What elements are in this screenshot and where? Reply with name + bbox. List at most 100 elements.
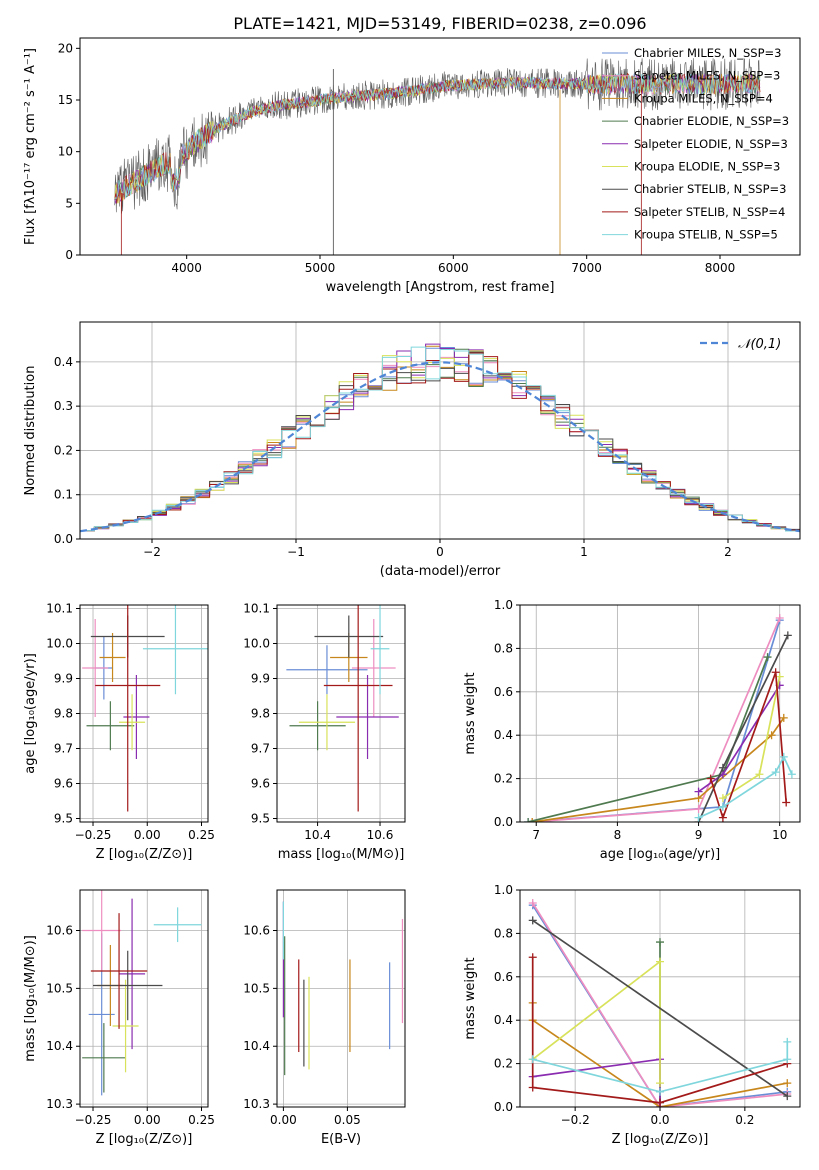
plot-area [114, 57, 761, 255]
y-tick-label: 0.8 [494, 926, 513, 940]
y-tick-label: 9.7 [251, 742, 270, 756]
y-tick-label: 9.7 [54, 742, 73, 756]
x-tick-label: 0.25 [188, 828, 215, 842]
y-tick-label: 20 [58, 41, 73, 55]
y-tick-label: 9.6 [251, 777, 270, 791]
y-tick-label: 0 [65, 248, 73, 262]
data-point [86, 701, 135, 751]
x-tick-label: 0.0 [650, 1113, 669, 1127]
plot-area [286, 605, 399, 812]
x-tick-label: 0 [436, 545, 444, 559]
plot-area [82, 890, 202, 1096]
y-tick-label: 9.8 [251, 707, 270, 721]
data-marker [775, 614, 784, 623]
data-point [323, 605, 393, 812]
data-marker [783, 1092, 792, 1101]
y-tick-label: 0.4 [494, 728, 513, 742]
x-tick-label: 7 [532, 828, 540, 842]
axes-frame [276, 889, 406, 1108]
data-point [142, 605, 208, 695]
y-tick-label: 0.4 [54, 355, 73, 369]
y-axis-label: mass weight [463, 672, 478, 754]
data-marker [718, 813, 727, 822]
plot-area [282, 901, 404, 1076]
y-tick-label: 10.4 [243, 1039, 270, 1053]
series-line [531, 957, 788, 1104]
y-tick-label: 0.6 [494, 685, 513, 699]
panel-spectrum: 4000 5000 6000 7000 8000 0 5 10 15 20 wavelength [… [23, 37, 801, 295]
y-tick-label: 1.0 [494, 883, 513, 897]
data-point [153, 907, 202, 943]
x-tick-label: 9 [695, 828, 703, 842]
panel-age_vs_Z: −0.25 0.00 0.25 9.5 9.6 9.7 9.8 9.9 10.0 10.1 Z [l… [23, 602, 215, 863]
x-tick-label: 1 [580, 545, 588, 559]
panel-massweight_vs_Z: −0.2 0.0 0.2 0.0 0.2 0.4 0.6 0.8 1.0 Z [log₁₀(Z/Z… [463, 883, 801, 1147]
data-point [351, 619, 396, 717]
data-point [289, 701, 346, 751]
data-marker [783, 1079, 792, 1088]
data-point [298, 694, 356, 751]
y-tick-label: 15 [58, 93, 73, 107]
x-tick-label: 10.4 [304, 828, 331, 842]
data-point [99, 633, 126, 682]
data-marker [771, 768, 780, 777]
data-marker [694, 804, 703, 813]
x-tick-label: 5000 [305, 261, 336, 275]
data-point [82, 890, 122, 972]
y-tick-label: 9.5 [251, 812, 270, 826]
x-axis-label: mass [log₁₀(M/M⊙)] [278, 847, 405, 862]
legend-entry: Kroupa STELIB, N_SSP=5 [634, 228, 778, 242]
legend-entry: Kroupa ELODIE, N_SSP=3 [634, 160, 780, 174]
data-marker [706, 774, 715, 783]
histogram-series [80, 346, 800, 532]
plot-area [82, 605, 208, 812]
data-marker [528, 1055, 537, 1064]
data-point [90, 913, 148, 1029]
data-point [336, 675, 399, 759]
data-point [93, 950, 163, 1021]
y-tick-label: 0.6 [494, 970, 513, 984]
series-line [532, 1041, 789, 1093]
axes-frame [79, 889, 209, 1108]
legend-entry: Salpeter ELODIE, N_SSP=3 [634, 137, 788, 151]
x-tick-label: −0.25 [75, 1113, 112, 1127]
plot-area [80, 343, 800, 533]
y-tick-label: 10.1 [243, 602, 270, 616]
data-marker [718, 794, 727, 803]
y-tick-label: 10.6 [46, 924, 73, 938]
data-marker [656, 957, 664, 966]
data-point [112, 979, 139, 1073]
y-axis-label: Normed distribution [23, 366, 38, 496]
x-tick-label: 2 [724, 545, 732, 559]
data-point [286, 645, 368, 695]
data-marker [779, 713, 788, 722]
y-tick-label: 10.5 [46, 981, 73, 995]
y-tick-label: 10.6 [243, 924, 270, 938]
x-tick-label: −1 [287, 545, 305, 559]
y-axis-label: mass [log₁₀(M/M⊙)] [23, 935, 38, 1062]
data-marker [656, 1098, 664, 1107]
series-line [532, 717, 785, 822]
data-point [119, 898, 146, 1050]
series-line [527, 656, 769, 822]
series-line [531, 902, 788, 1107]
y-tick-label: 10.1 [46, 602, 73, 616]
panel-massweight_vs_age: 7 8 9 10 0.0 0.2 0.4 0.6 0.8 1.0 age [log₁₀(age/yr… [463, 598, 801, 862]
y-tick-label: 0.0 [54, 532, 73, 546]
data-marker [763, 653, 772, 662]
y-tick-label: 0.4 [494, 1013, 513, 1027]
data-marker [718, 802, 727, 811]
data-marker [656, 1079, 664, 1088]
x-axis-label: wavelength [Angstrom, rest frame] [326, 280, 555, 295]
data-marker [528, 916, 537, 925]
series-line [709, 672, 788, 821]
x-axis-label: age [log₁₀(age/yr)] [600, 847, 721, 862]
panel-mass_vs_Z: −0.25 0.00 0.25 10.3 10.4 10.5 10.6 Z [log₁₀(Z/… [23, 889, 215, 1147]
x-tick-label: 0.25 [188, 1113, 215, 1127]
y-tick-label: 10.5 [243, 981, 270, 995]
panel-age_vs_mass: 10.4 10.6 9.5 9.6 9.7 9.8 9.9 10.0 10.1 mass [log… [243, 602, 406, 862]
y-tick-label: 9.5 [54, 812, 73, 826]
data-marker [775, 672, 784, 681]
y-tick-label: 0.2 [54, 443, 73, 457]
y-tick-label: 10.0 [46, 637, 73, 651]
